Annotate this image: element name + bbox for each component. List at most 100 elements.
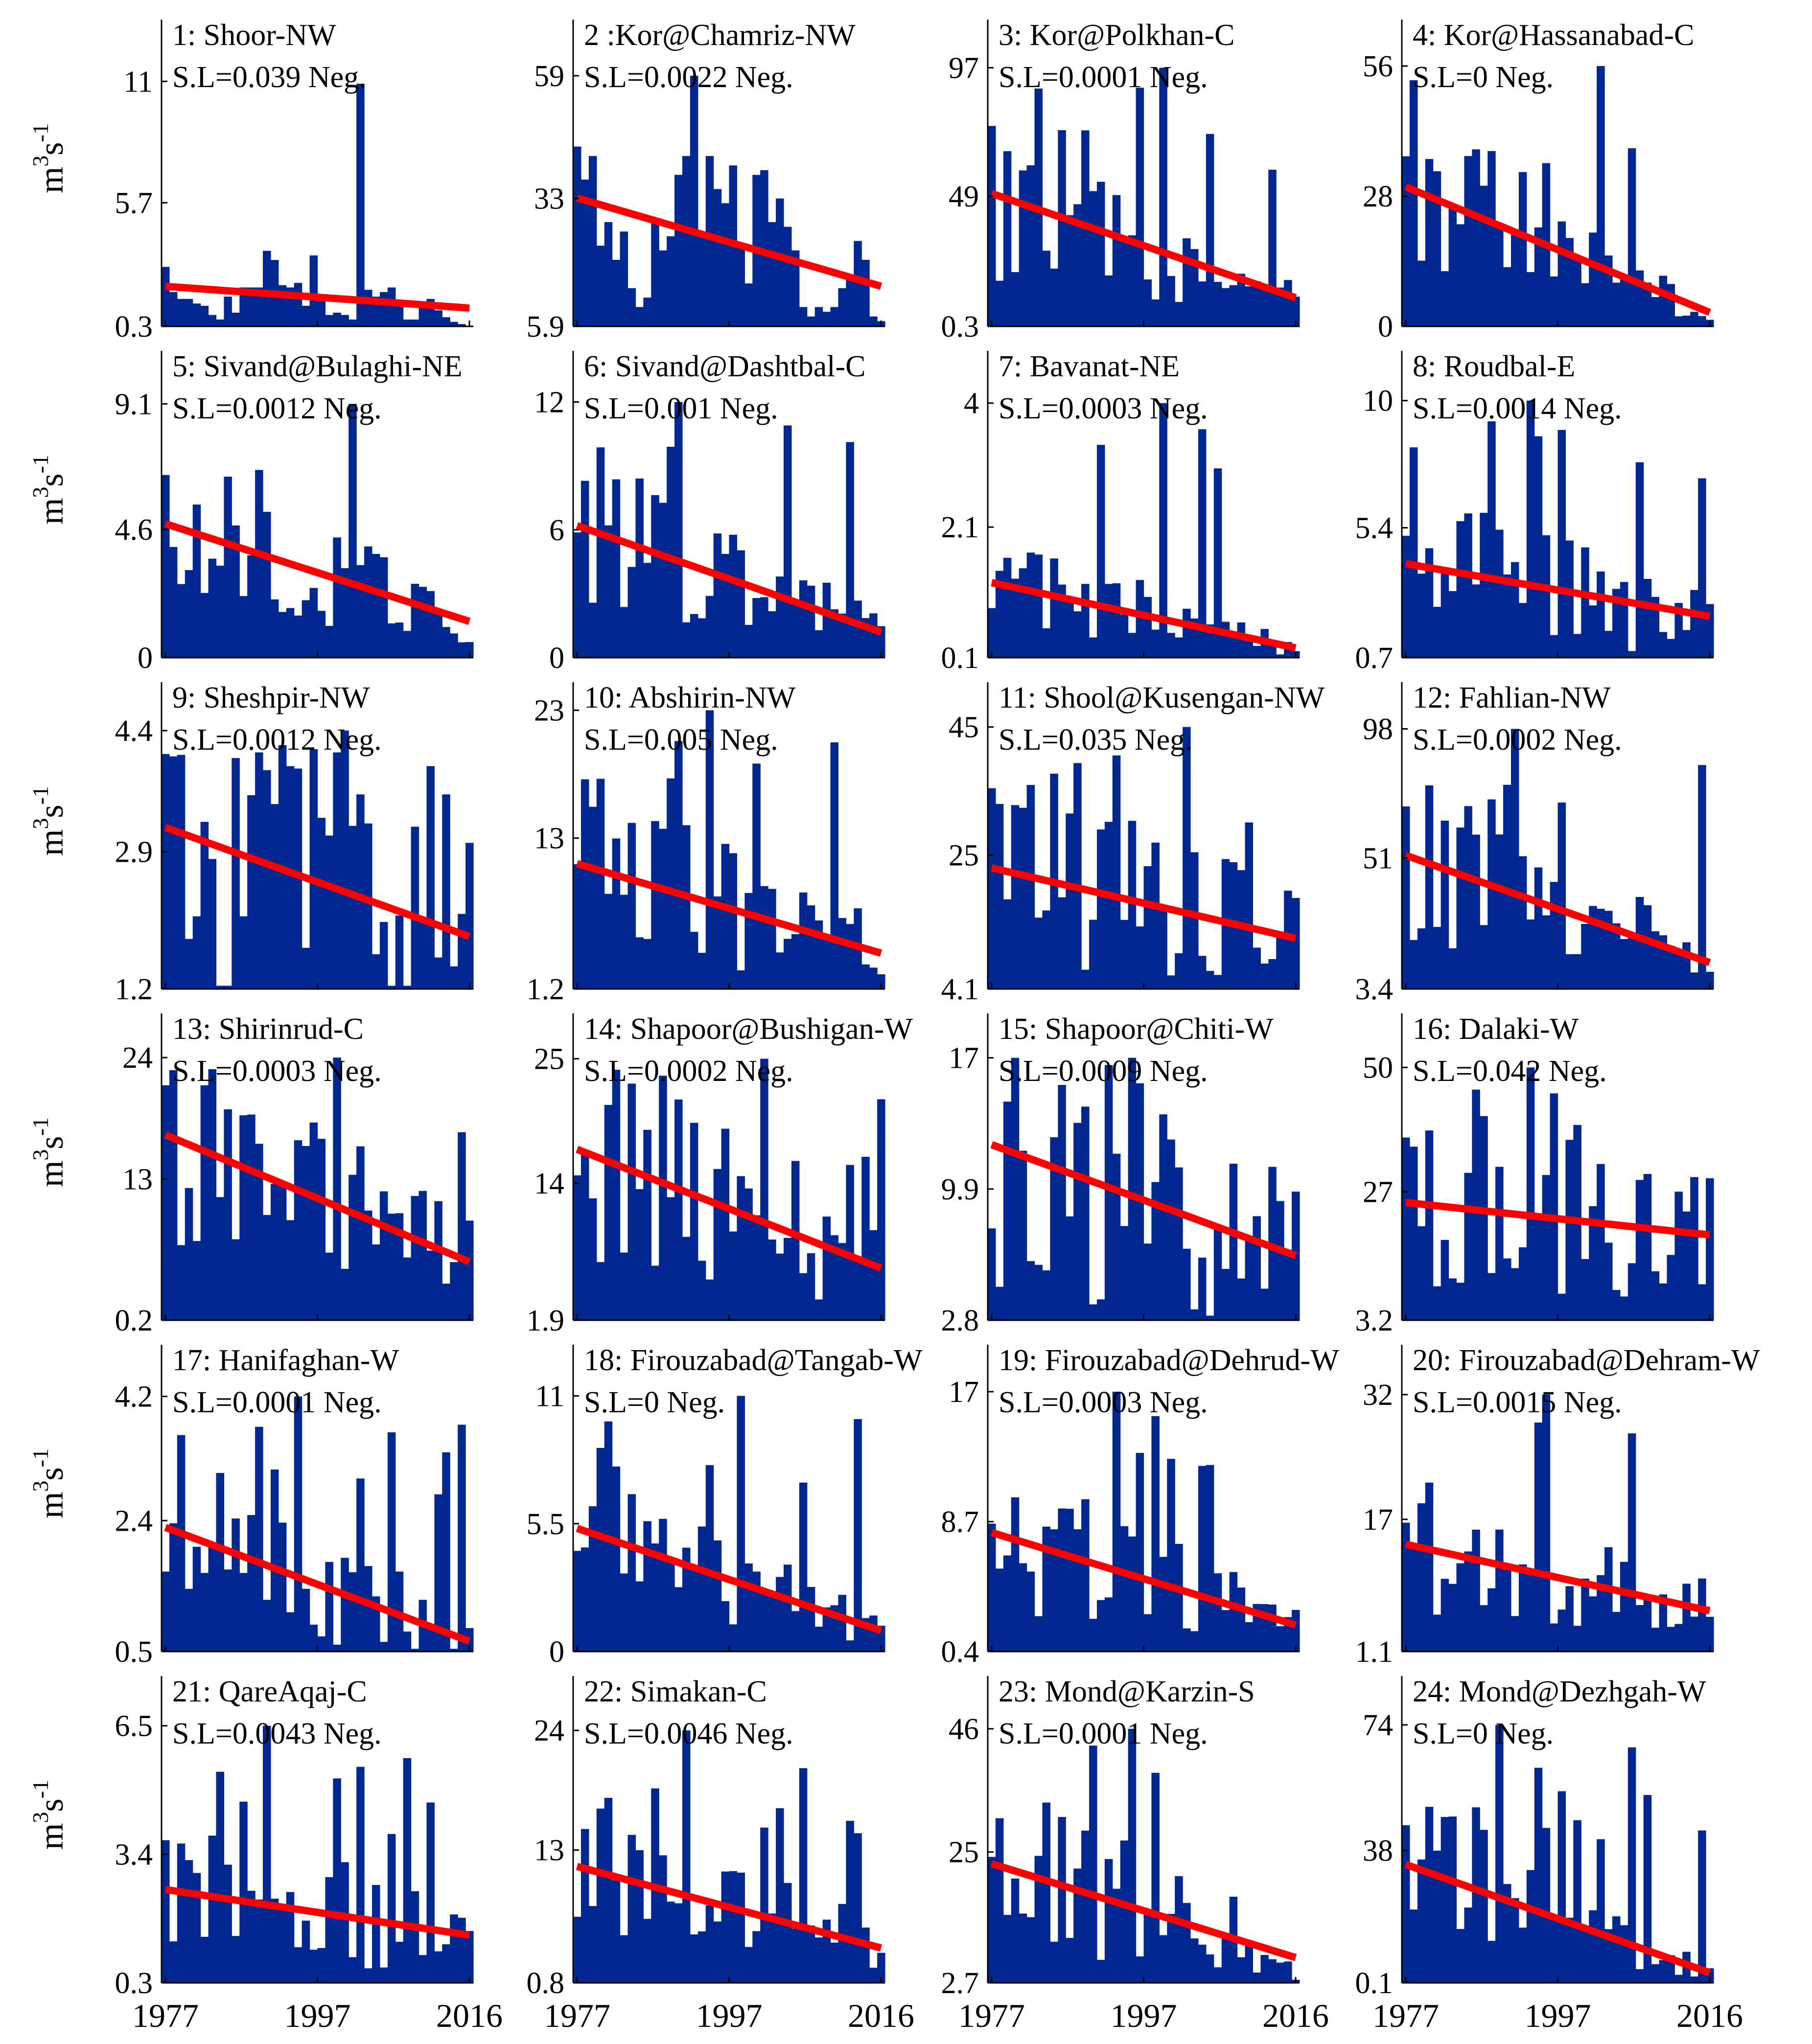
bar — [814, 307, 823, 326]
panel-7: 0.1 2.1 4 7: Bavanat-NE S.L=0.0003 Neg. — [941, 350, 1300, 675]
bar — [1589, 1910, 1597, 1983]
bar — [760, 886, 768, 989]
bar — [581, 481, 589, 658]
bar — [1237, 274, 1246, 326]
bar — [581, 779, 589, 989]
bar — [713, 189, 722, 326]
panel-title: 18: Firouzabad@Tangab-W — [584, 1344, 923, 1377]
y-tick-label: 12 — [534, 386, 564, 419]
bar — [1581, 1259, 1589, 1320]
bar — [1190, 1631, 1199, 1652]
panel-9: 1.2 2.9 4.4 9: Sheshpir-NW S.L=0.0012 Neg. m3… — [28, 681, 474, 1006]
bar — [270, 804, 279, 989]
bar — [877, 1099, 885, 1320]
bar — [854, 1256, 862, 1320]
bar — [255, 1426, 263, 1652]
bar — [1050, 1941, 1058, 1983]
bar — [1081, 584, 1090, 658]
bar — [776, 576, 784, 658]
bar — [387, 287, 396, 326]
bar — [1276, 287, 1284, 326]
bar — [317, 818, 326, 989]
bar — [697, 1931, 706, 1983]
bar — [768, 889, 776, 989]
bar — [177, 1435, 186, 1652]
bar — [1112, 583, 1121, 658]
bar — [247, 555, 256, 658]
bar — [1526, 1870, 1535, 1983]
bar — [1120, 614, 1129, 658]
bar — [1066, 1509, 1074, 1652]
bar — [325, 626, 333, 658]
bar — [877, 1952, 885, 1983]
bar — [1112, 195, 1121, 326]
bar — [1112, 1153, 1121, 1320]
bar — [364, 546, 372, 658]
bar — [807, 905, 815, 989]
bar — [162, 1571, 170, 1652]
bar — [1042, 251, 1050, 326]
bar — [1604, 631, 1613, 658]
bar — [302, 600, 310, 658]
bar — [799, 1482, 808, 1652]
bar — [1573, 634, 1581, 658]
y-tick-label: 11 — [535, 1380, 564, 1413]
bar — [1487, 421, 1496, 658]
y-tick-label: 97 — [949, 51, 979, 85]
bar — [200, 305, 209, 326]
bar — [426, 766, 435, 989]
bar — [1581, 547, 1589, 658]
bar — [721, 844, 730, 989]
bar — [1651, 597, 1660, 658]
bar — [620, 607, 628, 658]
y-tick-label: 0.3 — [941, 310, 979, 344]
bar — [1213, 1967, 1222, 1983]
bar — [604, 222, 613, 326]
bar — [1690, 1976, 1698, 1983]
bar — [1565, 954, 1574, 989]
bar — [682, 1547, 691, 1652]
bar — [1589, 1596, 1597, 1652]
y-tick-label: 0.1 — [941, 642, 979, 675]
bar — [861, 259, 870, 326]
bar — [822, 1607, 831, 1652]
bar — [1597, 1164, 1605, 1320]
bar — [799, 892, 808, 989]
bar — [1659, 1283, 1668, 1320]
y-tick-label: 25 — [949, 1836, 979, 1869]
y-tick-label: 1.2 — [115, 973, 153, 1006]
bar — [232, 1239, 240, 1320]
bar — [247, 287, 256, 326]
bar — [1213, 282, 1222, 326]
bar — [1073, 763, 1082, 989]
bar — [713, 1169, 722, 1320]
y-tick-label: 14 — [534, 1167, 564, 1200]
x-tick-label: 2016 — [1262, 1997, 1329, 2034]
bar — [1651, 297, 1660, 326]
bar — [846, 924, 854, 989]
bar — [1448, 208, 1457, 326]
bar — [651, 495, 659, 658]
bar — [573, 1917, 581, 1983]
bar — [791, 934, 800, 989]
bar — [1190, 249, 1199, 326]
x-tick-label: 1997 — [1525, 1997, 1591, 2034]
bar — [216, 565, 225, 658]
bar — [1096, 1299, 1105, 1320]
bar — [1229, 285, 1238, 326]
bar — [1542, 535, 1551, 658]
bar — [705, 156, 714, 326]
bar — [395, 1213, 404, 1320]
bar — [1526, 1574, 1535, 1652]
y-tick-label: 25 — [949, 839, 979, 872]
y-tick-label: 98 — [1363, 713, 1393, 746]
bar — [1112, 1391, 1121, 1652]
panel-1: 0.3 5.7 11 1: Shoor-NW S.L=0.039 Neg. m3s-1 — [28, 19, 473, 344]
significance-label: S.L=0.042 Neg. — [1413, 1055, 1607, 1088]
bar — [403, 1758, 412, 1983]
bar — [573, 532, 581, 658]
bar — [744, 1188, 753, 1320]
bar — [1104, 822, 1113, 989]
bar — [1089, 1745, 1097, 1983]
trend-line — [990, 1860, 1297, 1961]
